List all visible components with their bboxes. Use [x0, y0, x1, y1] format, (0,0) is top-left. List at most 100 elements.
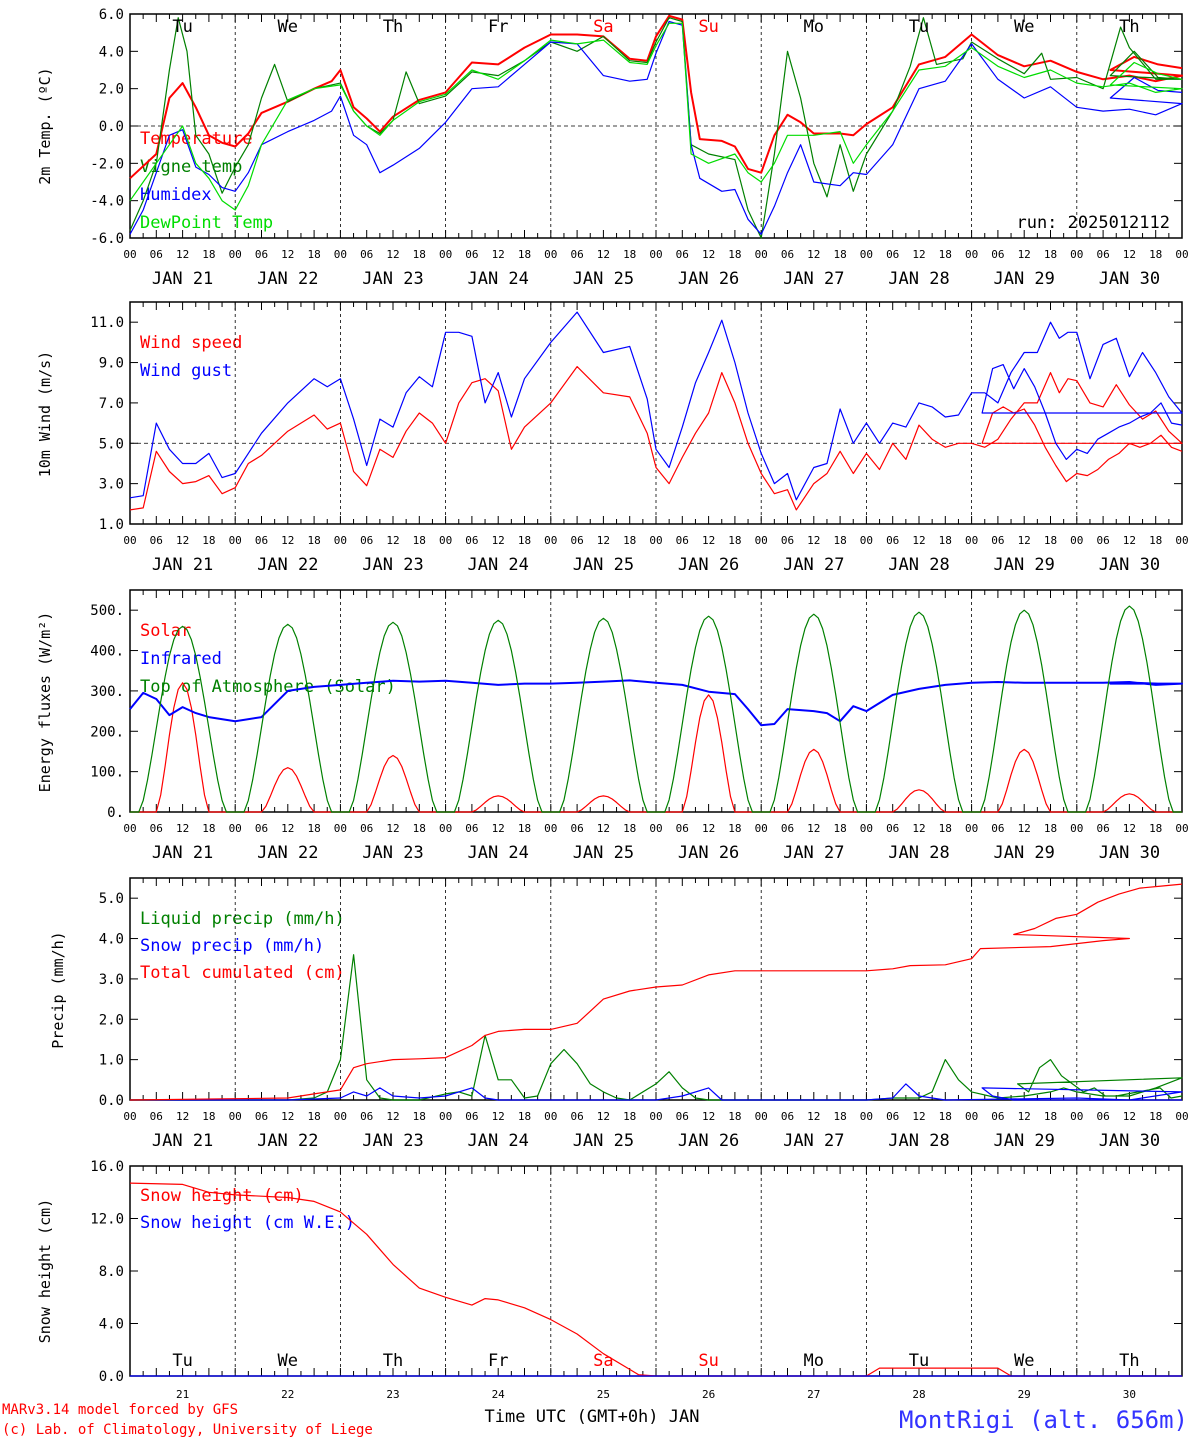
temperature-hour-label: 06: [886, 248, 899, 261]
wind-hour-label: 12: [1018, 534, 1031, 547]
wind-hour-label: 00: [334, 534, 347, 547]
temperature-hour-label: 06: [150, 248, 163, 261]
temperature-date-label: JAN 22: [257, 269, 318, 289]
energy-hour-label: 12: [807, 822, 820, 835]
snow-y-label: Snow height (cm): [36, 1199, 54, 1344]
temperature-date-label: JAN 30: [1099, 269, 1160, 289]
energy-ytick-label: 400.: [90, 644, 124, 660]
wind-hour-label: 12: [597, 534, 610, 547]
wind-hour-label: 18: [413, 534, 426, 547]
legend-vigne-temp: Vigne temp: [140, 157, 242, 177]
snow-ytick-label: 16.0: [90, 1159, 124, 1175]
snow-day-number: 24: [492, 1388, 506, 1401]
energy-hour-label: 00: [649, 822, 662, 835]
temperature-hour-label: 12: [702, 248, 715, 261]
wind-hour-label: 00: [755, 534, 768, 547]
temperature-hour-label: 06: [1096, 248, 1109, 261]
snow-day-number: 28: [912, 1388, 925, 1401]
precip-hour-label: 12: [702, 1110, 715, 1123]
wind-ytick-label: 3.0: [99, 477, 124, 493]
temperature-hour-label: 00: [1070, 248, 1083, 261]
energy-date-label: JAN 30: [1099, 843, 1160, 863]
wind-legend: Wind speed Wind gust: [140, 333, 242, 381]
temperature-hour-label: 06: [255, 248, 268, 261]
energy-date-label: JAN 29: [993, 843, 1054, 863]
energy-hour-label: 12: [702, 822, 715, 835]
temperature-date-label: JAN 28: [888, 269, 949, 289]
temperature-hour-label: 18: [307, 248, 320, 261]
energy-hour-label: 00: [860, 822, 873, 835]
wind-ytick-label: 9.0: [99, 356, 124, 372]
snow-ytick-label: 4.0: [99, 1317, 124, 1333]
wind-hour-label: 06: [150, 534, 163, 547]
snow-weekday-label: We: [1014, 1351, 1034, 1371]
wind-hour-label: 00: [439, 534, 452, 547]
temperature-hour-label: 00: [755, 248, 768, 261]
wind-ytick-label: 11.0: [90, 315, 124, 331]
precip-series-total-cumulated-cm: [129, 883, 1183, 1101]
wind-hour-label: 06: [1096, 534, 1109, 547]
precip-hour-label: 18: [728, 1110, 741, 1123]
wind-hour-label: 18: [1044, 534, 1057, 547]
energy-ytick-label: 0.: [107, 805, 124, 821]
temperature-hour-label: 06: [676, 248, 689, 261]
wind-hour-label: 18: [202, 534, 215, 547]
energy-date-label: JAN 28: [888, 843, 949, 863]
precip-hour-label: 18: [202, 1110, 215, 1123]
precip-hour-label: 06: [991, 1110, 1004, 1123]
energy-date-label: JAN 26: [678, 843, 739, 863]
precip-hour-label: 12: [386, 1110, 399, 1123]
legend-snow-precip: Snow precip (mm/h): [140, 936, 324, 956]
temperature-weekday-label: We: [1014, 17, 1034, 37]
time-axis-label: Time UTC (GMT+0h) JAN: [485, 1407, 700, 1427]
wind-hour-label: 00: [860, 534, 873, 547]
precip-ytick-label: 3.0: [99, 972, 124, 988]
wind-hour-label: 06: [255, 534, 268, 547]
temperature-date-label: JAN 26: [678, 269, 739, 289]
wind-hour-label: 06: [360, 534, 373, 547]
model-credit: MARv3.14 model forced by GFS: [2, 1402, 238, 1418]
precip-date-label: JAN 26: [678, 1131, 739, 1151]
wind-hour-label: 18: [518, 534, 531, 547]
snow-ytick-label: 0.0: [99, 1369, 124, 1385]
energy-hour-label: 12: [386, 822, 399, 835]
precip-hour-label: 06: [150, 1110, 163, 1123]
precip-date-label: JAN 22: [257, 1131, 318, 1151]
legend-dewpoint-temp: DewPoint Temp: [140, 213, 273, 233]
precip-ytick-label: 5.0: [99, 891, 124, 907]
temperature-hour-label: 00: [229, 248, 242, 261]
temperature-hour-label: 06: [360, 248, 373, 261]
energy-ytick-label: 100.: [90, 765, 124, 781]
temperature-legend: Temperature Vigne temp Humidex DewPoint …: [140, 129, 273, 233]
precip-hour-label: 06: [255, 1110, 268, 1123]
wind-date-label: JAN 26: [678, 555, 739, 575]
wind-hour-label: 06: [781, 534, 794, 547]
snow-weekday-label: Mo: [804, 1351, 824, 1371]
temperature-hour-label: 06: [781, 248, 794, 261]
temperature-date-label: JAN 27: [783, 269, 844, 289]
temperature-ytick-label: 4.0: [99, 44, 124, 60]
temperature-hour-label: 18: [623, 248, 636, 261]
legend-snow-height: Snow height (cm): [140, 1186, 304, 1206]
energy-hour-label: 00: [1070, 822, 1083, 835]
energy-hour-label: 18: [307, 822, 320, 835]
precip-hour-label: 06: [570, 1110, 583, 1123]
wind-series-wind-speed: [129, 366, 1183, 511]
legend-infrared: Infrared: [140, 649, 222, 669]
precip-hour-label: 00: [544, 1110, 557, 1123]
precip-hour-label: 12: [1018, 1110, 1031, 1123]
energy-date-label: JAN 27: [783, 843, 844, 863]
precip-ytick-label: 2.0: [99, 1012, 124, 1028]
energy-hour-label: 06: [255, 822, 268, 835]
legend-solar: Solar: [140, 621, 191, 641]
precip-hour-label: 00: [1070, 1110, 1083, 1123]
wind-hour-label: 00: [649, 534, 662, 547]
temperature-series-temperature: [129, 14, 1183, 180]
station-label: MontRigi (alt. 656m): [899, 1406, 1188, 1434]
temperature-weekday-label: Th: [1119, 17, 1139, 37]
precip-hour-label: 12: [1123, 1110, 1136, 1123]
temperature-ytick-label: -2.0: [90, 156, 124, 172]
snow-weekday-label: We: [278, 1351, 298, 1371]
